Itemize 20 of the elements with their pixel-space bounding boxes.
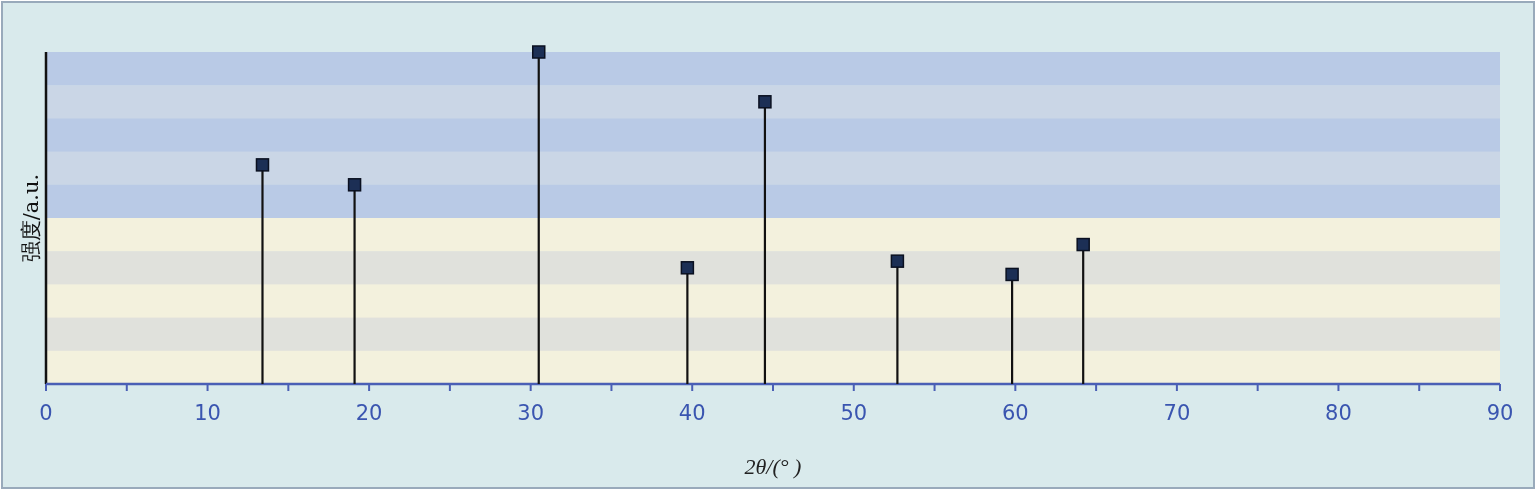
point (1076, 237, 1090, 252)
point (347, 178, 362, 192)
x-tick-label: 10 (194, 401, 221, 425)
x-axis-title: 2θ/(° ) (744, 454, 802, 479)
x-tick-label: 70 (1163, 401, 1191, 425)
x-tick-label: 60 (1001, 401, 1029, 425)
x-tick-label: 40 (678, 401, 706, 425)
x-tick-label: 30 (517, 401, 545, 425)
point (255, 158, 270, 172)
point (680, 261, 695, 275)
point (1005, 267, 1019, 282)
x-tick-label: 0 (39, 401, 53, 425)
y-axis-title: 强度/a.u. (19, 173, 43, 263)
point (531, 45, 546, 59)
x-tick-label: 80 (1325, 401, 1352, 425)
x-tick-label: 90 (1486, 401, 1514, 425)
point (758, 95, 772, 109)
point (890, 254, 905, 268)
x-tick-label: 20 (355, 401, 383, 425)
x-tick-label: 50 (840, 401, 868, 425)
